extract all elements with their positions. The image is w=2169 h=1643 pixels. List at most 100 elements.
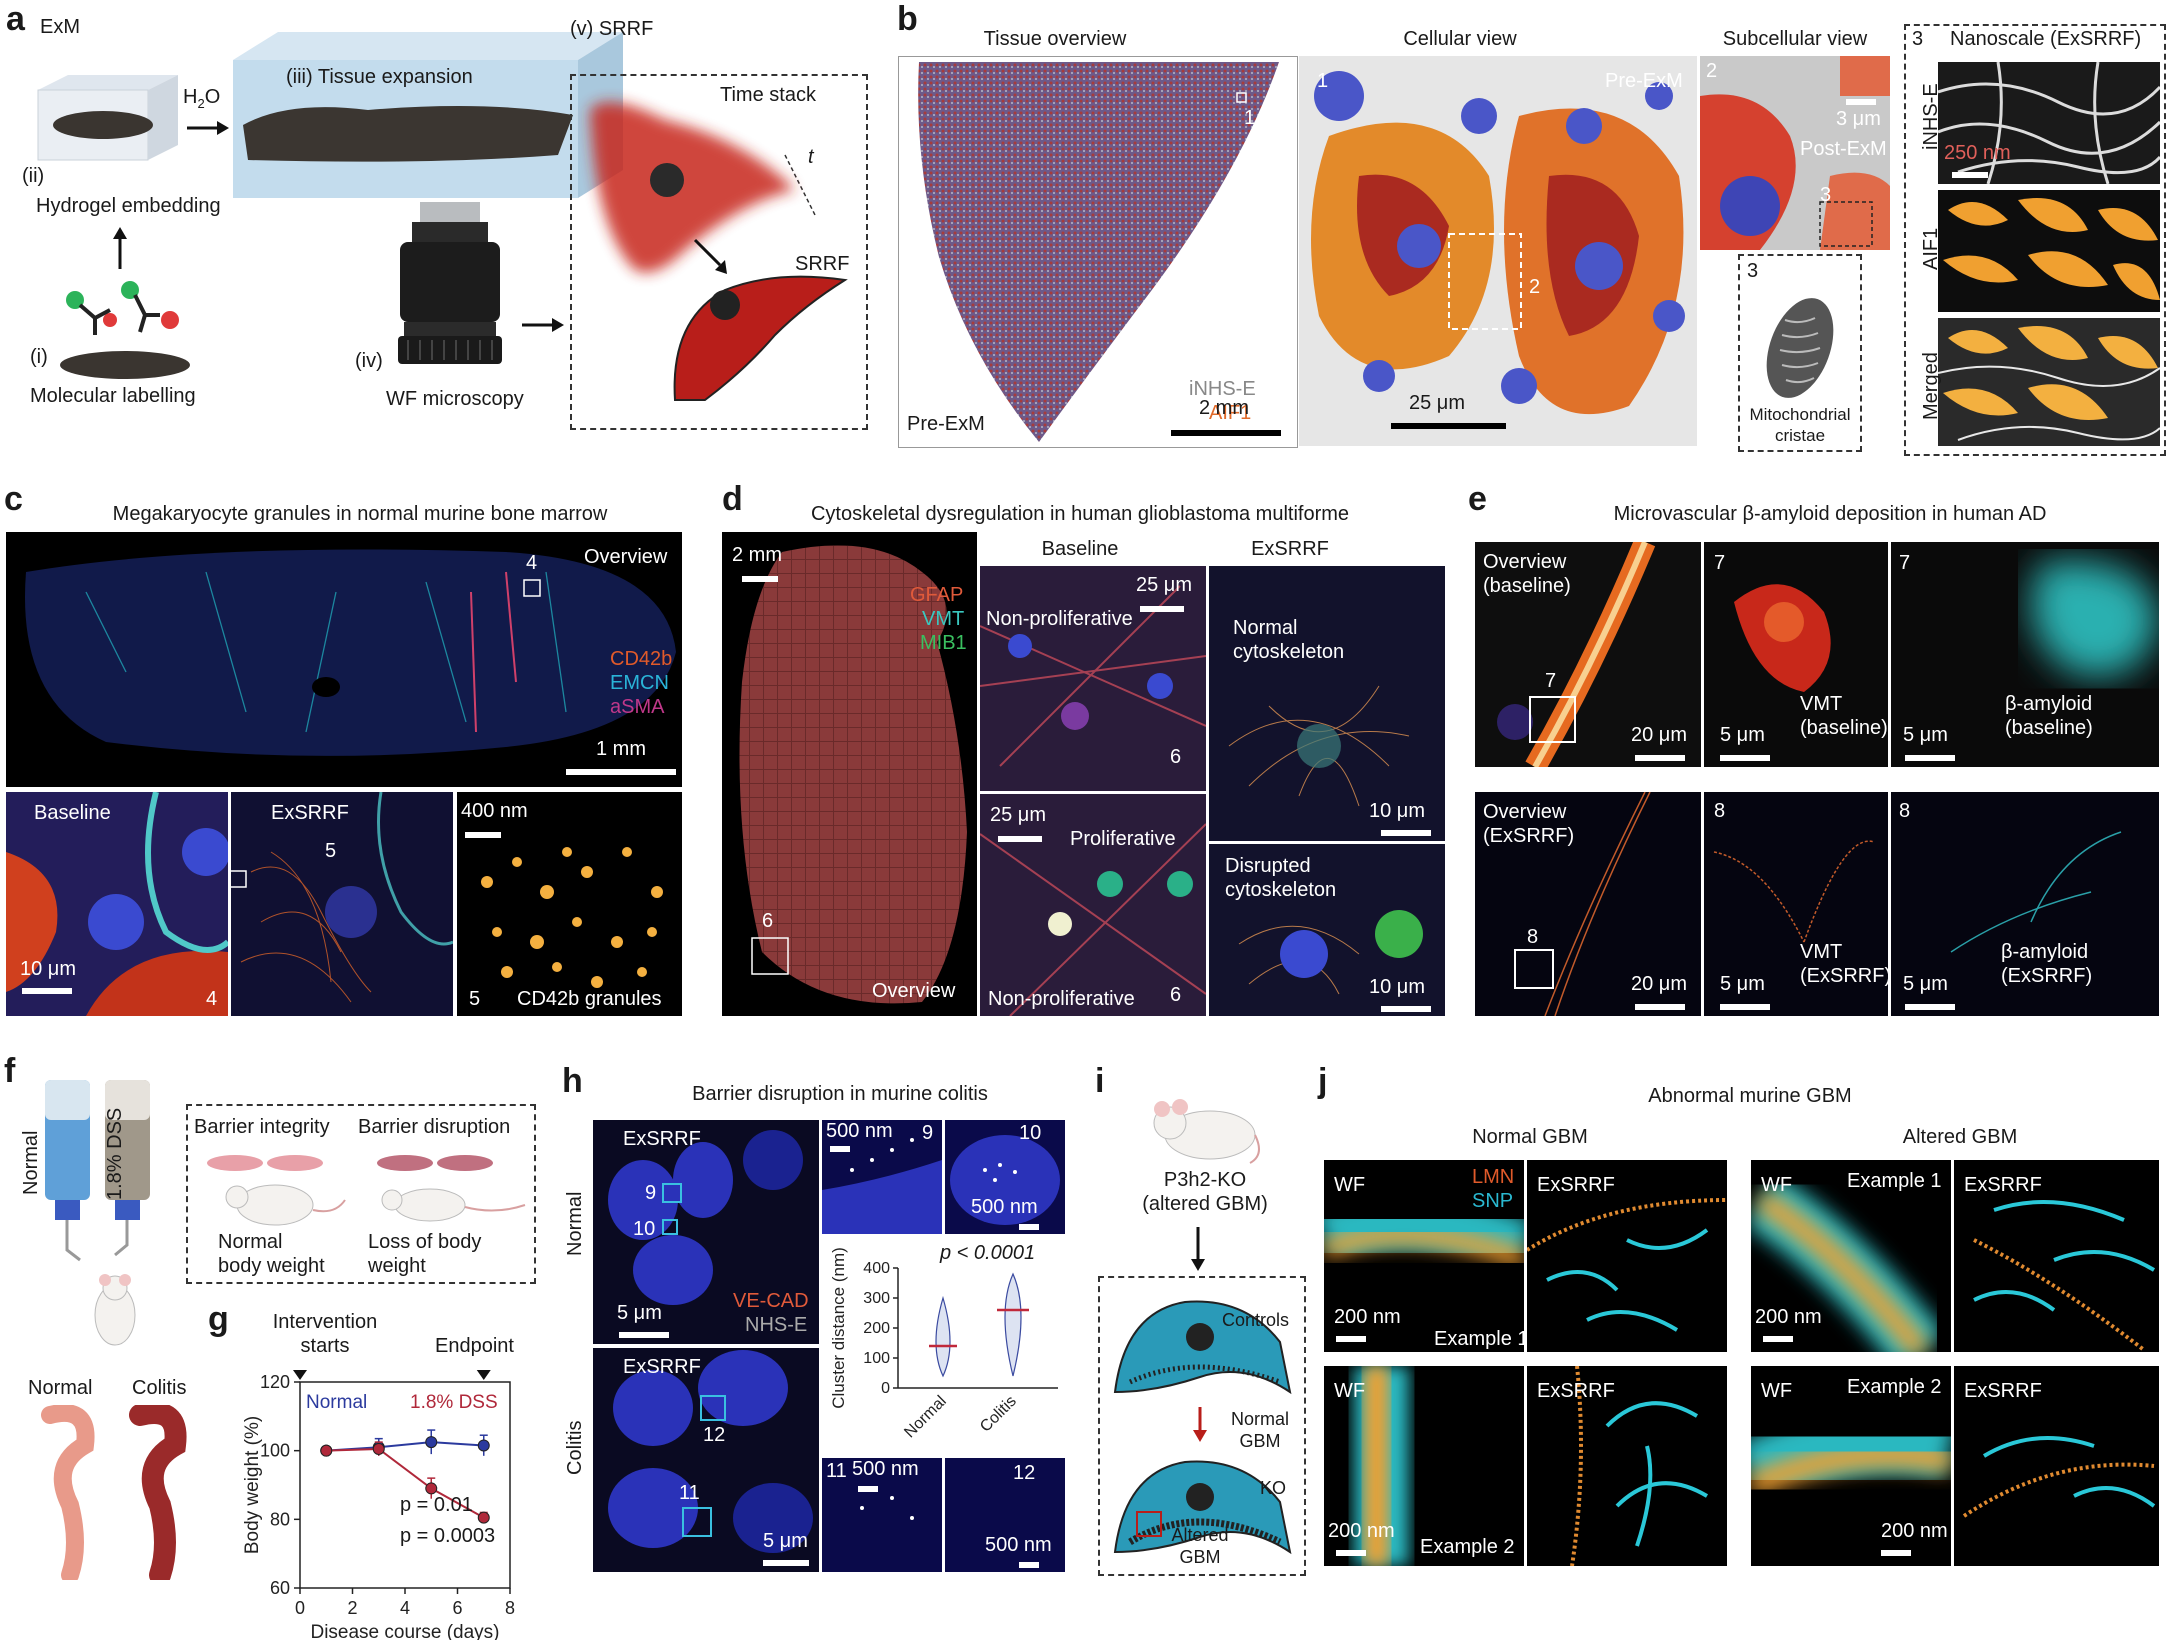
nanoscale-box <box>1904 24 2166 456</box>
roi-7-label: 7 <box>1714 552 1726 574</box>
normal-cyto-label: Normal cytoskeleton <box>1233 617 1345 663</box>
d-exsrrf-header: ExSRRF <box>1251 538 1329 560</box>
scale-5um: 5 μm <box>1720 973 1765 995</box>
roi-8-label: 8 <box>1527 926 1539 948</box>
wf-label: WF <box>1761 1174 1793 1196</box>
scale-1mm: 1 mm <box>596 738 646 760</box>
p-value-2: p = 0.0003 <box>400 1525 496 1547</box>
scale-20um: 20 μm <box>1631 724 1687 746</box>
wf-label: WF <box>1761 1380 1793 1402</box>
barrier-box <box>186 1104 536 1284</box>
colon-normal-label: Normal <box>28 1377 93 1399</box>
barrier-integrity-label: Barrier integrity <box>194 1116 330 1138</box>
d-baseline-header: Baseline <box>1041 538 1119 560</box>
step-ii-text: Hydrogel embedding <box>36 195 221 217</box>
legend-inhs-e: iNHS-E <box>1189 378 1256 400</box>
roi-5-label: 5 <box>469 988 481 1010</box>
ad-overview-baseline-image: Overview (baseline) 7 20 μm <box>1475 542 1701 767</box>
overview-label: Overview <box>872 980 956 1002</box>
legend-nhs-e: NHS-E <box>745 1314 808 1336</box>
gbm-schematic-box <box>1098 1276 1306 1576</box>
nanoscale-title: Nanoscale (ExSRRF) <box>1950 28 2142 50</box>
y-axis-label: Cluster distance (nm) <box>829 1247 848 1409</box>
roi-8-label: 8 <box>1899 800 1911 822</box>
scale-bar <box>1391 423 1506 429</box>
ad-overview-exsrrf-image: Overview (ExSRRF) 8 20 μm <box>1475 792 1701 1016</box>
ad-abeta-baseline-image: 7 β-amyloid (baseline) 5 μm <box>1891 542 2159 767</box>
sub-roi-2: 2 <box>1706 60 1718 82</box>
scale-bar <box>465 832 501 838</box>
gbm-normal-exsrrf-1: ExSRRF <box>1527 1160 1727 1352</box>
scale-5um: 5 μm <box>763 1530 808 1552</box>
panel-label-c: c <box>4 480 23 518</box>
panel-j-title: Abnormal murine GBM <box>1648 1085 1852 1107</box>
scale-bar <box>1846 99 1876 105</box>
granules-label: CD42b granules <box>517 988 662 1010</box>
exsrrf-label: ExSRRF <box>1537 1174 1615 1196</box>
panel-e-title: Microvascular β-amyloid deposition in hu… <box>1613 503 2047 525</box>
roi-7-label: 7 <box>1545 670 1557 692</box>
scale-bar <box>742 576 778 582</box>
tissue-overview-image: 1 Pre-ExM iNHS-E AIF1 2 mm <box>898 56 1298 448</box>
scale-200nm: 200 nm <box>1334 1306 1401 1328</box>
example2-label: Example 2 <box>1847 1376 1942 1398</box>
overview-pre-exm-label: Pre-ExM <box>907 413 985 435</box>
gbm-overview-image: 2 mm GFAP VMT MIB1 6 Overview <box>722 532 977 1016</box>
scale-bar <box>1019 1224 1039 1230</box>
cell-pre-exm-label: Pre-ExM <box>1605 70 1683 92</box>
arrow-down-icon <box>1191 1227 1205 1271</box>
roi-6-label: 6 <box>1170 746 1182 768</box>
violin-0 <box>935 1295 951 1378</box>
legend-mib1: MIB1 <box>920 632 967 654</box>
vmt-exsrrf-label: VMT (ExSRRF) <box>1800 941 1888 987</box>
colitis-colitis-overview-image: ExSRRF 12 11 5 μm <box>593 1348 819 1572</box>
mito-number: 3 <box>1747 260 1759 282</box>
roi-6-label: 6 <box>762 910 774 932</box>
data-point <box>477 1439 490 1452</box>
y-tick-label: 300 <box>863 1290 890 1307</box>
legend-lmn: LMN <box>1472 1166 1515 1188</box>
side-label-aif1: AIF1 <box>1920 227 1942 270</box>
mito-box <box>1738 254 1862 452</box>
gbm-normal-wf-2: WF 200 nm Example 2 <box>1324 1366 1524 1566</box>
barrier-disruption-label: Barrier disruption <box>358 1116 511 1138</box>
scale-bar <box>763 1560 809 1566</box>
overview-baseline-label: Overview (baseline) <box>1483 551 1571 597</box>
panel-label-b: b <box>897 0 918 38</box>
normal-weight-label: Normal body weight <box>218 1231 325 1277</box>
scale-bar <box>1952 172 1988 178</box>
scale-bar <box>998 836 1042 842</box>
example1-label: Example 1 <box>1847 1170 1942 1192</box>
nanoscale-merged-image <box>1938 318 2160 446</box>
gbm-normal-exsrrf-2: ExSRRF <box>1527 1366 1727 1566</box>
scale-200nm: 200 nm <box>1755 1306 1822 1328</box>
exsrrf-label: ExSRRF <box>1964 1174 2042 1196</box>
legend-aif1: AIF1 <box>1209 402 1252 424</box>
legend-cd42b: CD42b <box>610 648 673 670</box>
expanded-tissue-cube <box>233 32 623 198</box>
legend-gfap: GFAP <box>910 584 964 606</box>
cell-roi-1: 1 <box>1317 70 1329 92</box>
legend-snp: SNP <box>1472 1190 1514 1212</box>
roi-11-label: 11 <box>826 1460 847 1482</box>
h2o-label: H2O <box>183 86 221 111</box>
step-i-label: (i) <box>30 346 48 368</box>
panel-label-j: j <box>1318 1062 1328 1100</box>
x-tick-label: 4 <box>400 1598 410 1618</box>
scale-bar <box>1763 1336 1793 1342</box>
non-prolif-label: Non-proliferative <box>986 608 1133 630</box>
scale-250nm: 250 nm <box>1944 142 2011 164</box>
panel-d-title: Cytoskeletal dysregulation in human glio… <box>810 503 1350 525</box>
objective-lens-illustration <box>398 202 502 364</box>
abeta-exsrrf-label: β-amyloid (ExSRRF) <box>2001 941 2093 987</box>
y-tick-label: 100 <box>863 1350 890 1367</box>
nanoscale-inhs-image: 250 nm <box>1938 62 2160 184</box>
scale-bar <box>1336 1336 1366 1342</box>
normal-gbm-header: Normal GBM <box>1472 1126 1588 1148</box>
roi-11-label: 11 <box>679 1482 700 1504</box>
roi-10-label: 10 <box>1019 1122 1042 1144</box>
srrf-result-label: SRRF <box>795 253 850 275</box>
step-ii-label: (ii) <box>22 165 45 187</box>
colitis-normal-overview-image: ExSRRF 9 10 VE-CAD NHS-E 5 μm <box>593 1120 819 1344</box>
mitochondrion-illustration <box>1766 298 1834 398</box>
